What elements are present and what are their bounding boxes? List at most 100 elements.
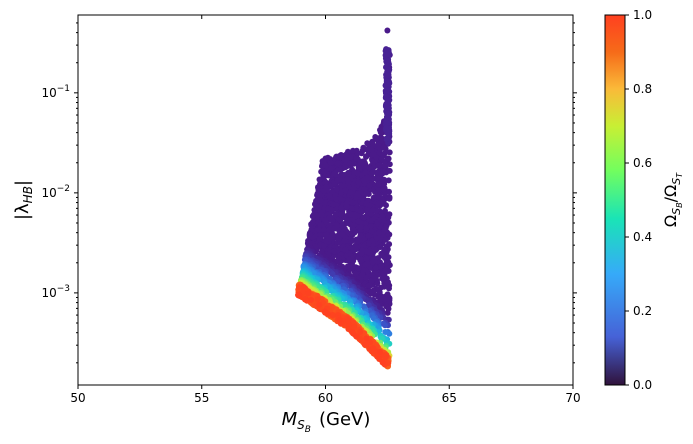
scatter-point — [342, 246, 349, 253]
scatter-point — [368, 277, 375, 284]
scatter-point — [363, 335, 370, 342]
scatter-point — [379, 359, 386, 366]
scatter-point — [381, 217, 388, 224]
scatter-point — [364, 140, 371, 147]
scatter-point — [375, 187, 382, 194]
x-tick-label: 50 — [70, 391, 85, 405]
scatter-point — [342, 164, 349, 171]
scatter-point — [330, 201, 337, 208]
scatter-point — [321, 308, 328, 315]
scatter-point — [345, 170, 352, 176]
scatter-point — [358, 248, 365, 255]
x-axis-label: MSB (GeV) — [282, 409, 371, 435]
scatter-point — [369, 288, 376, 295]
scatter-point — [384, 97, 391, 103]
scatter-point — [336, 176, 343, 183]
scatter-point — [363, 190, 370, 197]
scatter-point — [366, 182, 373, 189]
scatter-point — [305, 290, 312, 297]
scatter-point — [352, 270, 359, 277]
scatter-point — [386, 66, 393, 73]
scatter-point — [380, 144, 387, 151]
scatter-point — [300, 283, 307, 290]
scatter-point — [313, 203, 320, 210]
scatter-point — [334, 160, 341, 167]
colorbar-tick-label: 0.0 — [633, 378, 652, 392]
colorbar-tick-label: 0.6 — [633, 156, 652, 170]
colorbar-tick-label: 1.0 — [633, 8, 652, 22]
scatter-point — [378, 252, 385, 259]
scatter-point — [350, 222, 357, 229]
x-tick-label: 65 — [442, 391, 457, 405]
scatter-point — [368, 147, 375, 153]
scatter-point — [374, 280, 381, 287]
scatter-point — [350, 147, 356, 154]
scatter-point — [372, 274, 379, 281]
scatter-point — [382, 329, 389, 335]
scatter-point — [385, 279, 391, 286]
scatter-point — [357, 224, 364, 231]
scatter-point — [386, 195, 393, 202]
scatter-point — [316, 191, 323, 198]
scatter-point — [377, 162, 383, 169]
scatter-point — [344, 217, 351, 224]
scatter-points — [295, 27, 393, 370]
scatter-point — [325, 205, 332, 212]
scatter-point — [326, 192, 333, 199]
scatter-point — [386, 211, 393, 218]
scatter-point — [327, 165, 334, 172]
scatter-point — [382, 191, 388, 197]
scatter-point — [308, 296, 314, 303]
scatter-point — [386, 241, 393, 248]
scatter-point — [386, 128, 393, 135]
x-tick-label: 60 — [318, 391, 333, 405]
scatter-point — [374, 135, 381, 142]
scatter-point — [353, 333, 360, 340]
scatter-point — [363, 225, 370, 232]
scatter-point — [385, 219, 392, 226]
scatter-point — [347, 189, 354, 196]
scatter-point — [309, 219, 316, 226]
scatter-point — [339, 231, 346, 237]
scatter-point — [350, 185, 357, 192]
scatter-point — [382, 267, 389, 274]
scatter-point — [326, 214, 333, 221]
scatter-point — [356, 165, 363, 172]
colorbar-tick-label: 0.2 — [633, 304, 652, 318]
scatter-point — [377, 244, 384, 250]
scatter-point — [382, 207, 388, 214]
y-tick-label: 10−1 — [41, 84, 70, 100]
scatter-point — [369, 259, 376, 266]
scatter-point — [386, 161, 393, 168]
scatter-point — [383, 303, 390, 310]
scatter-point — [337, 196, 344, 202]
scatter-point — [360, 144, 367, 151]
scatter-point — [355, 179, 362, 186]
scatter-point — [371, 246, 378, 253]
scatter-point — [323, 231, 330, 238]
scatter-point — [385, 57, 391, 64]
scatter-point — [367, 223, 374, 230]
scatter-point — [331, 248, 337, 255]
scatter-point — [369, 206, 376, 213]
scatter-point — [381, 163, 388, 170]
colorbar-label: ΩSB/ΩST — [661, 172, 684, 227]
x-tick-label: 55 — [194, 391, 209, 405]
scatter-point — [350, 257, 356, 263]
scatter-point — [320, 158, 327, 165]
scatter-point — [368, 170, 375, 177]
scatter-point — [364, 260, 371, 267]
scatter-point — [331, 225, 338, 232]
scatter-point — [333, 211, 339, 217]
scatter-point — [376, 229, 382, 236]
scatter-point — [344, 263, 351, 270]
y-axis-label: |λHB| — [12, 180, 35, 220]
scatter-point — [359, 271, 366, 278]
y-axis-ticks: 10−3 10−2 10−1 — [41, 22, 577, 364]
scatter-point — [385, 177, 392, 184]
scatter-point — [354, 191, 361, 198]
x-tick-label: 70 — [565, 391, 580, 405]
y-tick-label: 10−2 — [41, 184, 70, 200]
x-axis-ticks: 50 55 60 65 70 — [70, 15, 581, 405]
scatter-point — [377, 199, 384, 206]
